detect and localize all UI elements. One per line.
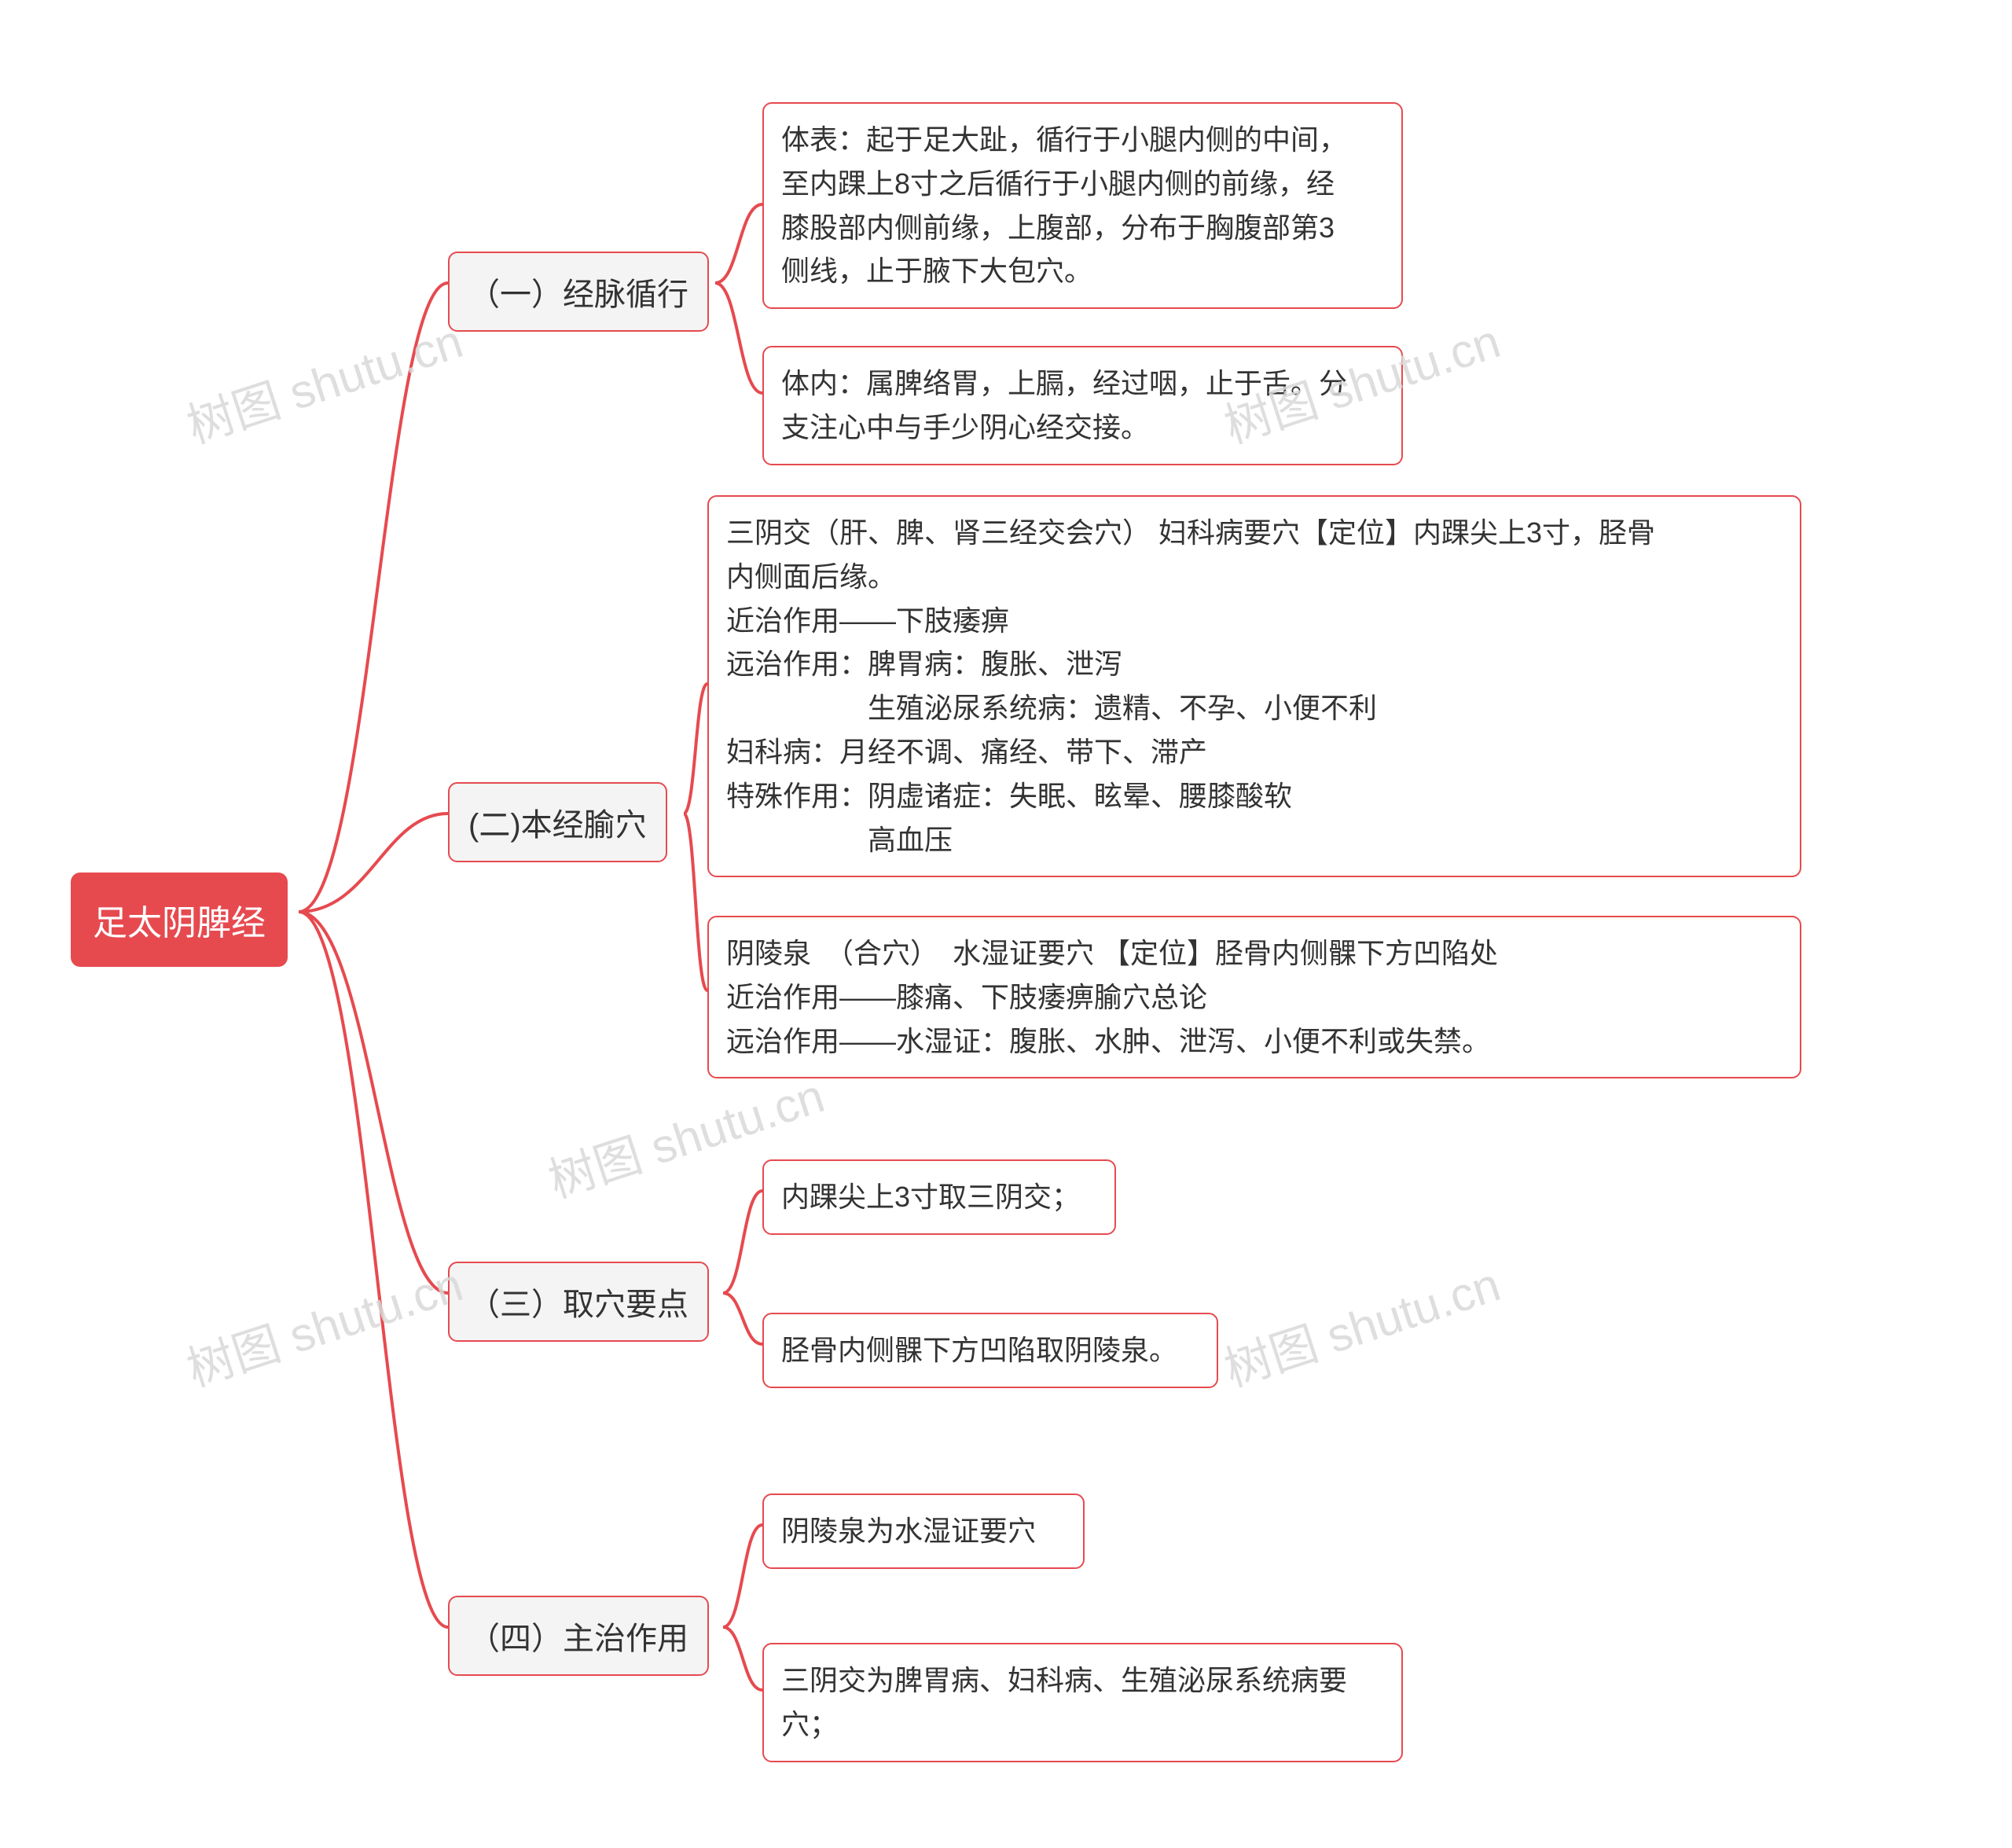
mindmap-container: 足太阴脾经 （一）经脉循行 体表：起于足大趾，循行于小腿内侧的中间， 至内踝上8… xyxy=(71,39,1941,1769)
watermark: 树图 shutu.cn xyxy=(177,303,470,457)
watermark: 树图 shutu.cn xyxy=(177,1247,470,1400)
leaf-4b[interactable]: 三阴交为脾胃病、妇科病、生殖泌尿系统病要 穴； xyxy=(762,1643,1403,1762)
watermark: 树图 shutu.cn xyxy=(1214,1247,1507,1400)
leaf-1a[interactable]: 体表：起于足大趾，循行于小腿内侧的中间， 至内踝上8寸之后循行于小腿内侧的前缘，… xyxy=(762,102,1403,309)
branch-node-2[interactable]: (二)本经腧穴 xyxy=(448,782,667,862)
root-node[interactable]: 足太阴脾经 xyxy=(71,873,288,967)
branch-node-1[interactable]: （一）经脉循行 xyxy=(448,252,709,332)
leaf-1b[interactable]: 体内：属脾络胃，上膈，经过咽，止于舌。分 支注心中与手少阴心经交接。 xyxy=(762,346,1403,465)
branch-node-4[interactable]: （四）主治作用 xyxy=(448,1596,709,1676)
branch-node-3[interactable]: （三）取穴要点 xyxy=(448,1262,709,1342)
leaf-3b[interactable]: 胫骨内侧髁下方凹陷取阴陵泉。 xyxy=(762,1313,1218,1388)
leaf-2b[interactable]: 阴陵泉 （合穴） 水湿证要穴 【定位】胫骨内侧髁下方凹陷处 近治作用——膝痛、下… xyxy=(707,916,1801,1078)
leaf-4a[interactable]: 阴陵泉为水湿证要穴 xyxy=(762,1493,1085,1569)
leaf-3a[interactable]: 内踝尖上3寸取三阴交； xyxy=(762,1159,1116,1235)
leaf-2a[interactable]: 三阴交（肝、脾、肾三经交会穴） 妇科病要穴【定位】内踝尖上3寸，胫骨 内侧面后缘… xyxy=(707,495,1801,877)
